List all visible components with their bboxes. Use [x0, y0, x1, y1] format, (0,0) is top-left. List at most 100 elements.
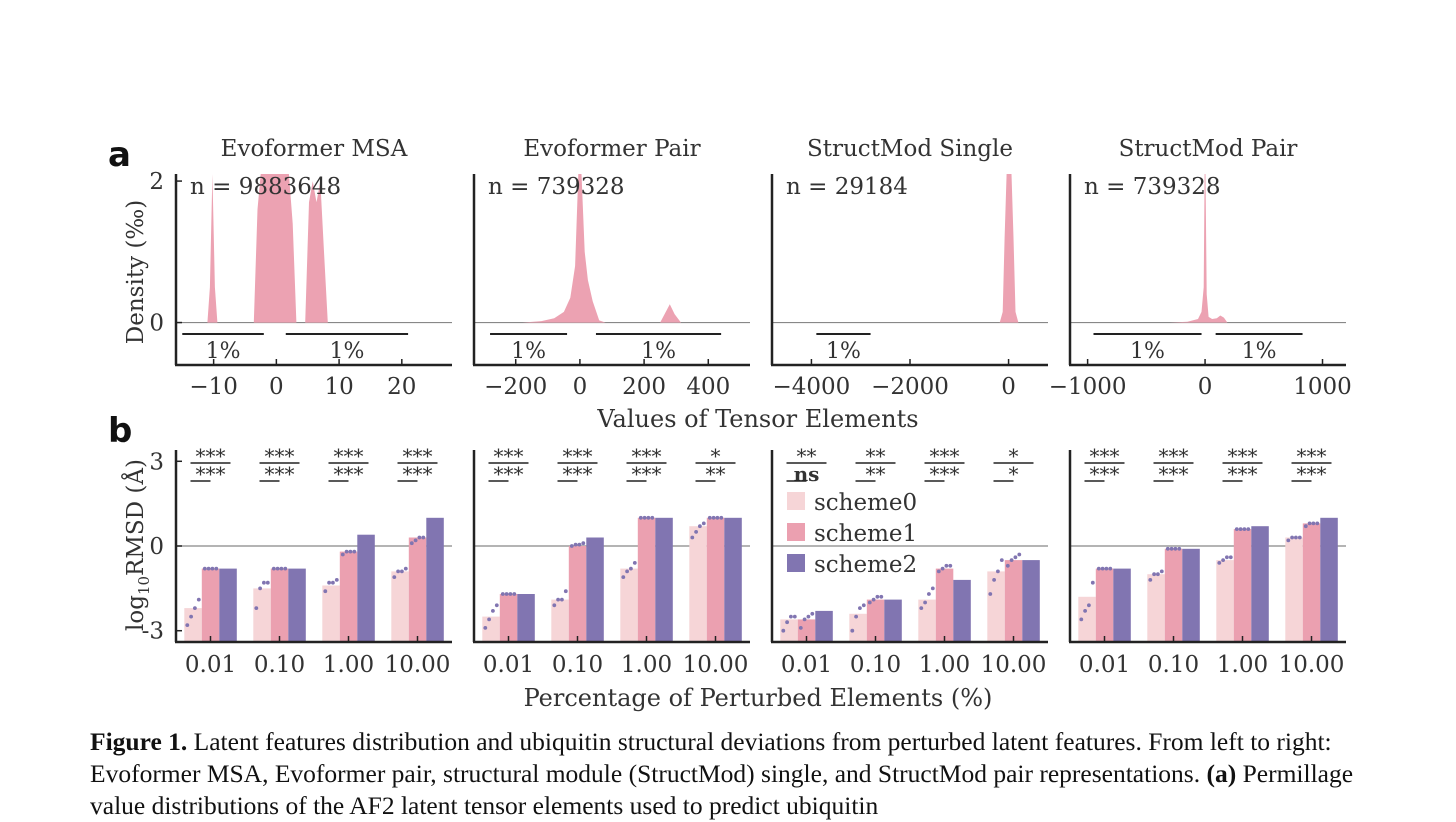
- data-point: [871, 597, 876, 602]
- x-tick-label: 10.00: [981, 652, 1047, 678]
- percentile-label: 1%: [1130, 339, 1165, 364]
- bar-scheme1: [935, 568, 954, 642]
- bar-scheme2: [219, 568, 237, 642]
- data-point: [948, 563, 953, 568]
- x-tick-label: 0: [269, 374, 284, 400]
- a-ylabel: Density (‰): [123, 200, 149, 344]
- significance-bottom: *: [1009, 462, 1019, 486]
- significance-top: ***: [1159, 444, 1189, 468]
- significance-bottom: ***: [265, 462, 295, 486]
- data-point: [556, 597, 560, 602]
- data-point: [810, 611, 815, 616]
- data-point: [1100, 566, 1105, 571]
- significance-top: *: [1009, 444, 1019, 468]
- data-point: [940, 566, 945, 571]
- significance-top: ***: [1228, 444, 1258, 468]
- data-point: [563, 589, 568, 594]
- bar-panel-3: **ns0.01****0.10******1.00**10.00: [770, 444, 1048, 678]
- x-tick-label: 0: [573, 374, 588, 400]
- bar-scheme0: [1216, 560, 1234, 642]
- data-point: [1159, 569, 1164, 574]
- panel-label-a: a: [108, 135, 131, 175]
- bar-scheme2: [586, 537, 604, 642]
- density-panel-title: Evoformer Pair: [523, 136, 700, 162]
- data-point: [850, 628, 855, 633]
- sample-count-label: n = 739328: [1084, 174, 1221, 200]
- b-ylabel-sub: 10: [135, 576, 153, 595]
- data-point: [500, 592, 505, 596]
- significance-top: *: [711, 444, 721, 468]
- data-point: [1294, 535, 1298, 540]
- data-point: [279, 566, 284, 571]
- a-xlabel: Values of Tensor Elements: [596, 405, 918, 433]
- data-point: [400, 569, 404, 574]
- figure-caption: Figure 1. Latent features distribution a…: [90, 726, 1380, 822]
- data-point: [1242, 527, 1247, 531]
- density-panel-3: StructMod Single 1% n = 29184 −4000 −2000 0: [770, 136, 1048, 400]
- data-point: [858, 606, 862, 610]
- data-point: [701, 521, 706, 526]
- data-point: [577, 542, 582, 547]
- x-tick-label: 0.10: [850, 652, 901, 678]
- data-point: [707, 515, 712, 520]
- data-point: [396, 569, 400, 574]
- legend-label-scheme0: scheme0: [814, 490, 917, 516]
- data-point: [1165, 546, 1170, 551]
- data-point: [867, 600, 872, 605]
- x-tick-label: 20: [387, 374, 416, 400]
- bar-scheme2: [1182, 548, 1200, 642]
- density-panel-1: Evoformer MSA 1% 1% n = 9883648 −10 0 10 20 0 2: [149, 136, 452, 400]
- density-panel-4: StructMod Pair 1% 1% n = 739328 −1000 0 1000: [1049, 136, 1352, 400]
- data-point: [1173, 546, 1178, 551]
- figure-canvas: a b Density (‰) Values of Tensor Element…: [108, 135, 1352, 712]
- data-point: [1009, 558, 1014, 562]
- bar-scheme0: [551, 599, 569, 642]
- data-point: [1152, 572, 1156, 577]
- bar-scheme2: [1022, 560, 1040, 642]
- data-point: [621, 575, 626, 579]
- data-point: [1177, 546, 1182, 551]
- data-point: [409, 541, 414, 546]
- b-ylabel-pre: log: [123, 595, 149, 631]
- data-point: [1221, 558, 1225, 562]
- data-point: [581, 541, 586, 546]
- data-point: [1297, 535, 1302, 540]
- data-point: [254, 606, 259, 610]
- legend: scheme0 scheme1 scheme2: [787, 490, 917, 578]
- caption-text-1: Latent features distribution and ubiquit…: [90, 727, 1332, 788]
- data-point: [927, 592, 931, 596]
- caption-panel-a: (a): [1206, 759, 1237, 788]
- y-tick-label: 3: [149, 449, 164, 475]
- data-point: [802, 617, 807, 622]
- data-point: [638, 515, 643, 520]
- data-point: [719, 515, 724, 520]
- data-point: [348, 549, 353, 554]
- x-tick-label: −200: [484, 374, 547, 400]
- x-tick-label: 0.01: [185, 652, 236, 678]
- legend-swatch-scheme1: [787, 523, 805, 541]
- bar-scheme0: [322, 585, 340, 642]
- x-tick-label: −2000: [871, 374, 949, 400]
- data-point: [1225, 555, 1229, 560]
- data-point: [789, 614, 793, 619]
- bar-scheme1: [797, 619, 816, 642]
- x-tick-label: −4000: [773, 374, 851, 400]
- data-point: [694, 530, 698, 534]
- percentile-label: 1%: [511, 339, 546, 364]
- data-point: [573, 542, 578, 547]
- x-tick-label: 0.01: [1079, 652, 1130, 678]
- significance-bottom: ***: [196, 462, 226, 486]
- x-tick-label: 0: [1198, 374, 1213, 400]
- x-tick-label: 0.10: [254, 652, 305, 678]
- data-point: [1217, 561, 1222, 565]
- data-point: [508, 592, 513, 596]
- data-point: [1005, 563, 1010, 568]
- data-point: [698, 524, 702, 529]
- bar-scheme1: [706, 517, 725, 642]
- bar-scheme1: [270, 568, 289, 642]
- bar-scheme1: [1302, 523, 1321, 642]
- data-point: [344, 549, 349, 554]
- percentile-label: 1%: [329, 339, 364, 364]
- density-panel-title: StructMod Single: [807, 136, 1013, 162]
- legend-label-scheme2: scheme2: [814, 552, 917, 578]
